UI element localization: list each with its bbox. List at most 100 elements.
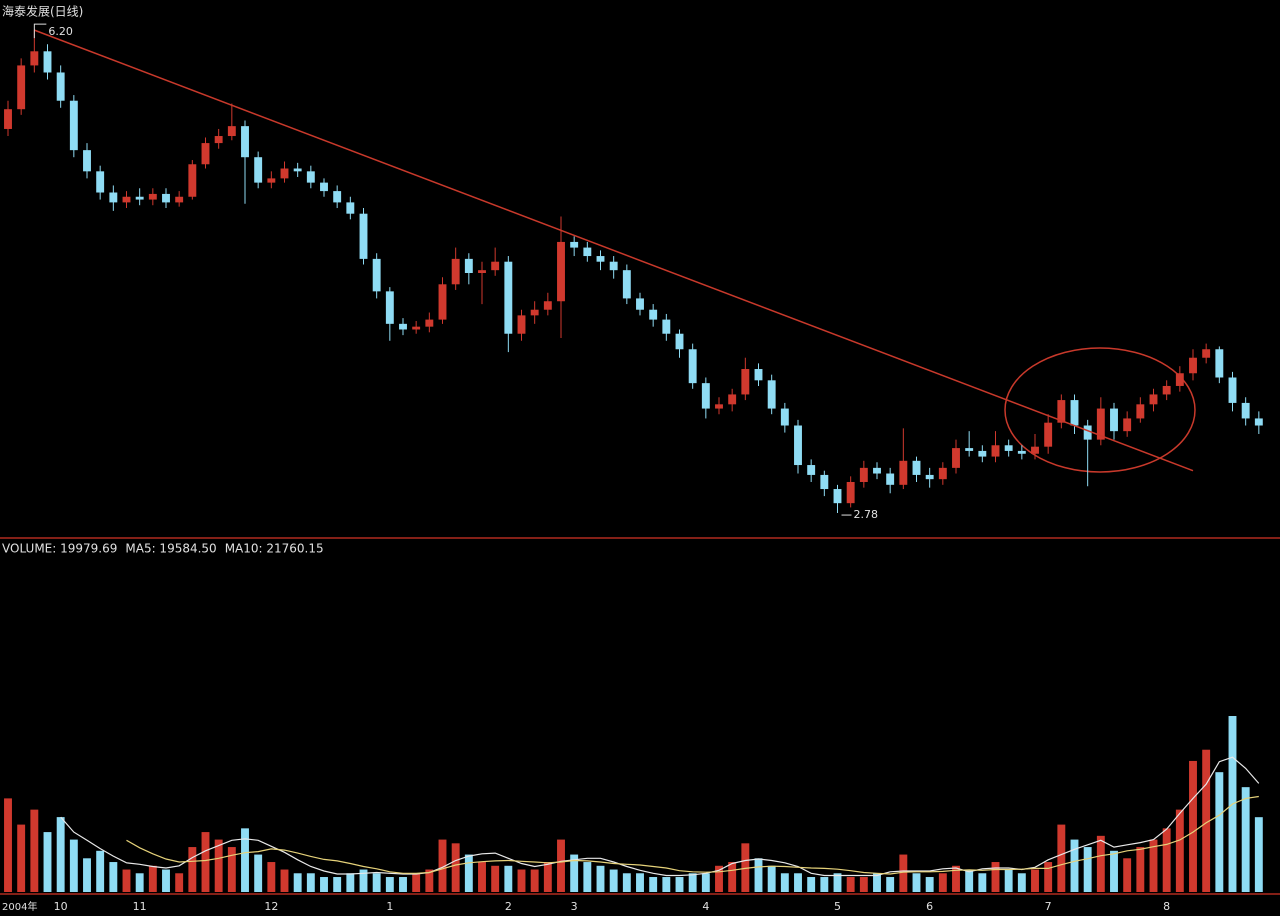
candle-body [846, 481, 855, 504]
volume-bar [241, 828, 249, 892]
candle-body [636, 298, 644, 310]
volume-bar [17, 824, 26, 892]
volume-bar [649, 877, 658, 892]
candle-body [570, 241, 579, 248]
volume-bar [464, 854, 473, 892]
volume-bar [4, 798, 12, 892]
volume-bar [109, 862, 118, 892]
volume-bar [609, 869, 618, 892]
candle-body [504, 261, 513, 334]
candle-body [438, 284, 447, 320]
volume-bar [622, 873, 631, 892]
x-tick-label: 11 [133, 900, 147, 913]
candle-body [162, 193, 170, 203]
candle-body [701, 383, 710, 409]
volume-bar [148, 865, 157, 892]
candle-body [978, 450, 987, 457]
candle-body [925, 474, 934, 480]
candle-body [715, 404, 723, 409]
chart-title: 海泰发展(日线) [2, 4, 83, 19]
x-tick-label: 3 [571, 900, 578, 913]
candle-body [1162, 385, 1171, 395]
candle-body [425, 319, 434, 327]
candle-body [912, 460, 921, 475]
volume-bar [333, 877, 342, 892]
volume-bar [491, 865, 500, 892]
volume-bar [807, 877, 816, 892]
volume-bar [1175, 809, 1184, 892]
candle-body [1228, 377, 1237, 403]
candle-body [952, 448, 960, 468]
candle-body [649, 309, 658, 320]
candle-body [1083, 425, 1092, 440]
x-tick-label: 1 [386, 900, 393, 913]
volume-bar [385, 877, 394, 892]
candle-body [69, 100, 78, 151]
volume-bar [1254, 817, 1263, 892]
x-tick-label: 10 [54, 900, 68, 913]
candle-body [859, 467, 868, 482]
candle-body [1175, 373, 1184, 386]
candle-body [938, 467, 947, 480]
volume-bar [767, 865, 776, 892]
volume-bar [1162, 828, 1171, 892]
volume-bar [820, 877, 829, 892]
volume-bar [43, 832, 52, 892]
candle-body [201, 143, 210, 165]
volume-bar [1123, 858, 1132, 892]
candle-body [807, 465, 816, 475]
candle-body [83, 150, 91, 172]
volume-bar [399, 877, 407, 892]
volume-bar [293, 873, 302, 892]
candle-body [451, 258, 460, 285]
volume-legend-item: MA10: 21760.15 [225, 542, 324, 556]
volume-ma-line [126, 795, 1259, 875]
candle-body [557, 241, 565, 302]
candle-body [622, 270, 631, 299]
candle-body [1017, 450, 1026, 454]
candle-body [530, 309, 539, 316]
candle-body [965, 448, 974, 451]
candle-body [267, 178, 276, 183]
volume-bar [122, 869, 131, 892]
volume-bar [30, 809, 39, 892]
volume-legend: VOLUME: 19979.69 MA5: 19584.50 MA10: 21760… [2, 542, 324, 556]
volume-bar [306, 873, 315, 892]
candle-body [1070, 400, 1079, 426]
candle-body [280, 168, 289, 179]
volume-legend-item: VOLUME: 19979.69 [2, 542, 117, 556]
volume-bar [1031, 869, 1039, 892]
candle-body [886, 473, 895, 485]
volume-bar [794, 873, 802, 892]
volume-bar [991, 862, 1000, 892]
volume-bar [912, 873, 921, 892]
volume-bar [675, 877, 684, 892]
candle-body [609, 261, 618, 271]
candle-body [175, 196, 184, 203]
candle-body [464, 258, 473, 273]
candle-body [1215, 349, 1224, 378]
volume-bar [1096, 835, 1105, 892]
volume-bar [846, 877, 855, 892]
candle-body [359, 213, 368, 259]
candle-body [517, 315, 526, 334]
candle-body [820, 474, 829, 490]
candle-body [899, 460, 908, 485]
volume-bar [135, 873, 144, 892]
candle-body [399, 323, 407, 330]
candle-body [754, 369, 763, 381]
volume-bar [56, 817, 65, 892]
candle-body [688, 349, 697, 384]
volume-ma-line [60, 756, 1260, 877]
volume-bar [517, 869, 526, 892]
candle-body [833, 489, 842, 504]
volume-bar [873, 873, 881, 892]
volume-bar [69, 839, 78, 892]
candle-body [662, 319, 671, 334]
candle-body [293, 168, 302, 172]
candle-body [227, 126, 236, 137]
volume-bar [162, 869, 170, 892]
volume-bar [359, 869, 368, 892]
volume-bar [662, 877, 671, 892]
